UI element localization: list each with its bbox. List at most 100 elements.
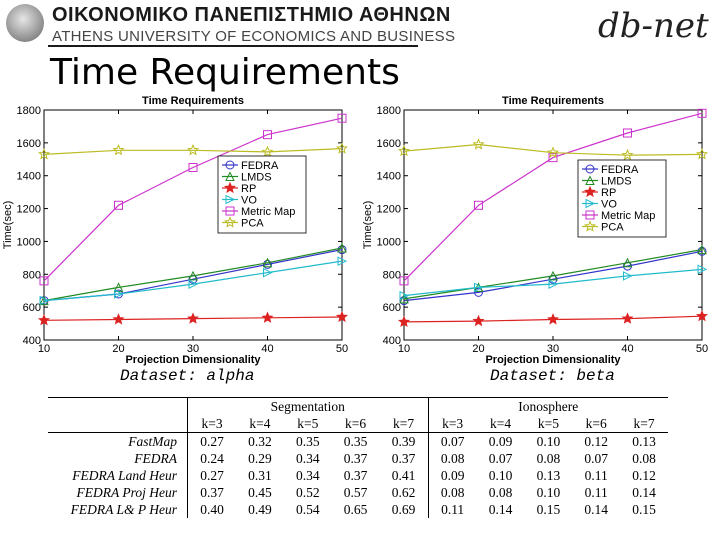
x-tick-label: 20: [112, 343, 124, 355]
data-point: [114, 200, 123, 210]
data-point: [697, 264, 708, 275]
series-line: [403, 250, 703, 302]
y-tick-label: 600: [383, 302, 401, 314]
chart-alpha: Time Requirements 400 600 800 1000 1200 1400 16…: [2, 95, 349, 366]
table-cell: 0.08: [536, 451, 561, 466]
x-tick-label: 30: [187, 343, 199, 355]
x-tick-label: 10: [398, 343, 410, 355]
table-cell: 0.37: [343, 451, 368, 466]
university-name-english: ATHENS UNIVERSITY OF ECONOMICS AND BUSIN…: [52, 28, 456, 45]
series-line: [403, 143, 703, 156]
data-point: [188, 270, 198, 281]
legend-label: Metric Map: [241, 206, 295, 218]
series-vo: [399, 264, 708, 301]
series-line: [43, 148, 343, 155]
y-tick-label: 400: [23, 335, 41, 347]
y-tick-label: 1000: [17, 236, 41, 248]
data-point: [225, 160, 235, 170]
y-tick-label: 1800: [17, 105, 41, 117]
method-name: FEDRA Proj Heur: [76, 485, 178, 500]
table-cell: 0.08: [488, 485, 513, 500]
db-net-logo: db-net: [598, 6, 709, 46]
table-cell: 0.12: [632, 468, 656, 483]
table-cell: 0.08: [427, 450, 477, 467]
data-point: [113, 282, 124, 292]
table-cell: 0.11: [584, 468, 608, 483]
table-cell: 0.14: [632, 485, 656, 500]
data-point: [335, 142, 349, 154]
y-tick-label: 1200: [17, 204, 41, 216]
method-name: FEDRA L& P Heur: [70, 502, 177, 517]
y-tick-label: 800: [383, 269, 401, 281]
data-point: [472, 138, 485, 150]
legend-label: Metric Map: [601, 210, 655, 222]
data-point: [225, 171, 235, 181]
data-point: [623, 128, 632, 138]
series-pca: [398, 138, 709, 161]
table-cell: 0.35: [295, 434, 320, 449]
k-header: k=7: [620, 415, 668, 433]
data-point: [697, 244, 707, 255]
table-row: FEDRA Proj Heur 0.37 0.45 0.52 0.57 0.62 0.08 0…: [48, 484, 668, 501]
university-seal-icon: [6, 4, 44, 42]
data-point: [337, 242, 347, 253]
series-rp: [397, 309, 709, 328]
data-point: [263, 259, 272, 269]
data-point: [623, 271, 633, 281]
table-cell: 0.13: [536, 468, 561, 483]
table-cell: 0.24: [187, 450, 237, 467]
data-point: [697, 246, 707, 256]
data-point: [585, 198, 596, 209]
k-header: k=3: [187, 415, 237, 433]
data-point: [548, 279, 559, 289]
header-divider: [48, 45, 418, 47]
x-tick-label: 50: [696, 343, 708, 355]
data-point: [584, 220, 596, 232]
y-tick-label: 1400: [377, 171, 401, 183]
data-point: [399, 296, 409, 306]
legend-label: PCA: [241, 218, 264, 230]
table-cell: 0.14: [584, 502, 609, 517]
x-tick-label: 30: [547, 343, 559, 355]
data-point: [547, 146, 559, 158]
data-point: [337, 113, 347, 123]
x-tick-label: 50: [336, 343, 348, 355]
y-tick-label: 1600: [17, 138, 41, 150]
y-tick-label: 1800: [377, 105, 401, 117]
legend-label: PCA: [601, 222, 624, 234]
data-point: [37, 148, 51, 160]
table-cell: 0.08: [632, 451, 656, 466]
series-line: [403, 249, 703, 300]
k-header: k=5: [524, 415, 573, 433]
data-point: [584, 185, 596, 198]
data-point: [337, 245, 347, 255]
legend-label: LMDS: [241, 172, 272, 184]
table-cell: 0.13: [632, 434, 656, 449]
table-cell: 0.07: [427, 432, 477, 450]
legend-label: VO: [601, 199, 617, 211]
data-point: [187, 143, 199, 156]
table-cell: 0.14: [488, 502, 513, 517]
table-row: FEDRA 0.24 0.29 0.34 0.37 0.37 0.08 0.07 0.08 0.0…: [48, 450, 668, 467]
data-point: [474, 282, 484, 293]
x-tick-label: 10: [38, 343, 50, 355]
data-point: [188, 279, 199, 289]
data-point: [398, 144, 410, 157]
table-body: FastMap 0.27 0.32 0.35 0.35 0.39 0.07 0.09 0.10 0…: [48, 432, 668, 518]
table-cell: 0.15: [632, 502, 656, 517]
data-point: [585, 210, 595, 220]
table-cell: 0.49: [248, 502, 272, 517]
series-line: [43, 247, 343, 302]
dataset-label-beta: Dataset: beta: [490, 367, 615, 385]
table-row: FastMap 0.27 0.32 0.35 0.35 0.39 0.07 0.09 0.10 0…: [48, 432, 668, 450]
series-vo: [39, 256, 348, 306]
legend-label: RP: [241, 183, 256, 195]
data-point: [263, 130, 272, 140]
y-tick-label: 400: [383, 335, 401, 347]
dataset-label-alpha: Dataset: alpha: [120, 367, 255, 385]
table-cell: 0.37: [187, 484, 237, 501]
k-header: k=6: [331, 415, 380, 433]
k-header: k=6: [572, 415, 621, 433]
legend-box: [577, 159, 667, 238]
